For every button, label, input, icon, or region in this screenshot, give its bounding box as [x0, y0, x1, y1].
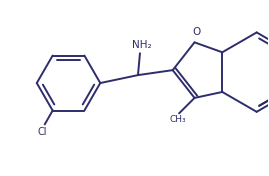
Text: NH₂: NH₂: [132, 40, 152, 50]
Text: CH₃: CH₃: [170, 115, 186, 124]
Text: O: O: [192, 27, 201, 37]
Text: Cl: Cl: [38, 127, 48, 137]
